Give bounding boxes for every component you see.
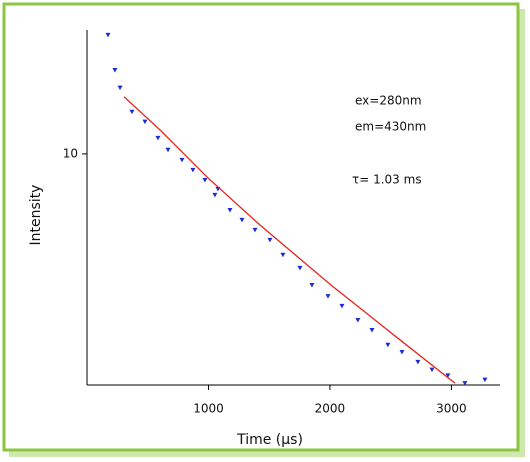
- data-point: [297, 265, 303, 271]
- data-point: [325, 294, 331, 299]
- data-point: [429, 367, 435, 373]
- data-point: [445, 373, 451, 378]
- data-point: [462, 381, 468, 386]
- data-point: [105, 32, 111, 38]
- data-point: [179, 157, 185, 163]
- data-point: [117, 85, 123, 91]
- data-point: [190, 167, 196, 173]
- data-point: [399, 349, 405, 355]
- data-point: [339, 303, 345, 309]
- data-point: [142, 119, 148, 125]
- data-point: [385, 342, 391, 348]
- frame: [2, 2, 520, 452]
- data-point: [482, 377, 488, 383]
- fit-line: [123, 96, 456, 384]
- data-point: [129, 109, 135, 115]
- data-point: [202, 177, 208, 183]
- data-point: [155, 135, 161, 141]
- data-point: [212, 192, 218, 198]
- data-point: [112, 67, 118, 73]
- data-point: [309, 283, 315, 288]
- y-axis-label: Intensity: [28, 185, 44, 246]
- y-tick-label: 10: [63, 146, 78, 160]
- data-point: [239, 217, 245, 223]
- data-point: [267, 237, 273, 243]
- x-axis-label: Time (µs): [236, 432, 303, 448]
- data-point: [355, 317, 361, 323]
- data-point: [252, 227, 258, 233]
- x-tick-label: 3000: [436, 402, 467, 416]
- annotation: em=430nm: [355, 120, 426, 134]
- data-point: [165, 147, 171, 153]
- data-point: [280, 252, 286, 258]
- annotation: τ= 1.03 ms: [352, 173, 422, 187]
- data-point: [415, 359, 421, 365]
- data-point: [369, 327, 375, 333]
- annotation: ex=280nm: [355, 94, 422, 108]
- x-tick-label: 2000: [315, 402, 346, 416]
- x-tick-label: 1000: [193, 402, 224, 416]
- data-point: [227, 208, 233, 213]
